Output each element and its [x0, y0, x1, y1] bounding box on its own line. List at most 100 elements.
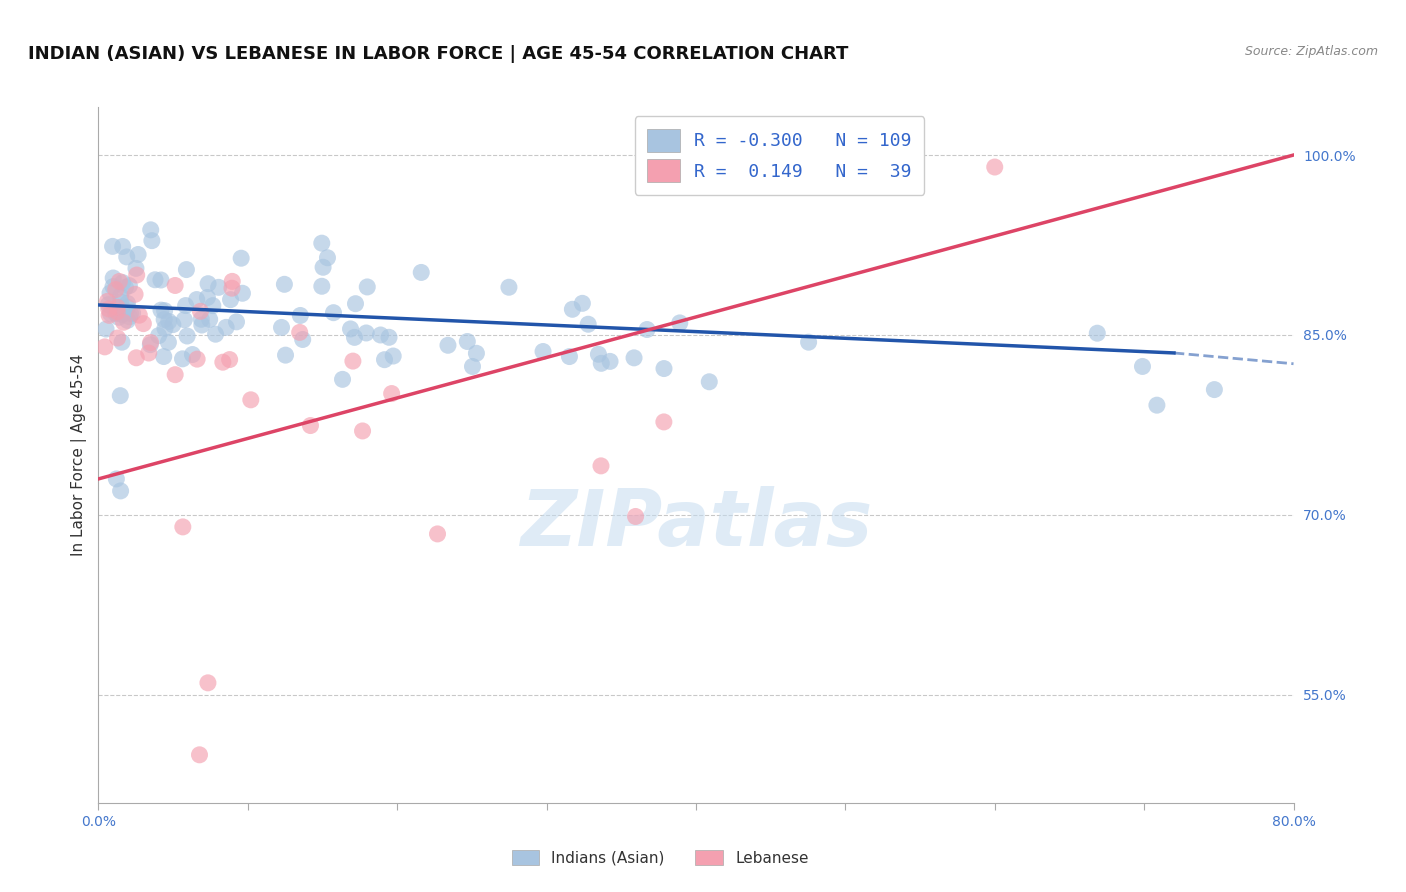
Point — [299, 418, 322, 433]
Point — [94, 322, 117, 336]
Point — [98, 309, 121, 323]
Point — [172, 520, 194, 534]
Point — [162, 318, 184, 332]
Point — [198, 312, 221, 326]
Point — [288, 326, 311, 340]
Point — [148, 328, 170, 343]
Point — [153, 312, 176, 326]
Point — [219, 293, 242, 307]
Point — [111, 335, 134, 350]
Point — [322, 306, 344, 320]
Point — [382, 349, 405, 363]
Point — [125, 261, 148, 276]
Point — [105, 472, 128, 486]
Point — [125, 268, 148, 282]
Point — [112, 315, 135, 329]
Point — [1204, 383, 1226, 397]
Point — [139, 223, 162, 237]
Point — [218, 352, 240, 367]
Point — [588, 347, 610, 361]
Point — [108, 275, 131, 289]
Point — [344, 296, 367, 310]
Text: INDIAN (ASIAN) VS LEBANESE IN LABOR FORCE | AGE 45-54 CORRELATION CHART: INDIAN (ASIAN) VS LEBANESE IN LABOR FORC… — [28, 45, 848, 62]
Point — [105, 301, 128, 315]
Point — [312, 260, 335, 275]
Point — [105, 305, 128, 319]
Point — [191, 318, 214, 332]
Point — [117, 313, 139, 327]
Point — [127, 247, 149, 261]
Point — [124, 287, 146, 301]
Point — [110, 289, 132, 303]
Point — [274, 348, 297, 362]
Point — [153, 303, 176, 318]
Point — [108, 301, 131, 315]
Point — [561, 302, 583, 317]
Y-axis label: In Labor Force | Age 45-54: In Labor Force | Age 45-54 — [72, 354, 87, 556]
Text: ZIPatlas: ZIPatlas — [520, 486, 872, 563]
Point — [118, 278, 141, 293]
Point — [98, 286, 121, 301]
Point — [1146, 398, 1168, 412]
Point — [120, 307, 142, 321]
Point — [101, 279, 124, 293]
Point — [190, 304, 212, 318]
Point — [221, 274, 243, 288]
Point — [239, 392, 262, 407]
Point — [465, 346, 488, 360]
Point — [114, 280, 136, 294]
Point — [797, 335, 820, 350]
Point — [181, 347, 204, 361]
Point — [115, 250, 138, 264]
Point — [197, 277, 219, 291]
Point — [225, 315, 247, 329]
Point — [291, 333, 314, 347]
Point — [576, 317, 599, 331]
Point — [558, 350, 581, 364]
Point — [121, 306, 143, 320]
Point — [370, 328, 392, 343]
Point — [110, 295, 132, 310]
Point — [623, 351, 645, 365]
Point — [231, 251, 253, 265]
Point — [104, 283, 127, 297]
Point — [624, 509, 647, 524]
Point — [110, 389, 132, 403]
Point — [381, 386, 404, 401]
Point — [110, 483, 132, 498]
Point — [165, 278, 187, 293]
Point — [141, 234, 163, 248]
Point — [456, 334, 478, 349]
Point — [204, 327, 226, 342]
Point — [157, 335, 180, 350]
Point — [118, 310, 141, 324]
Point — [101, 239, 124, 253]
Point — [186, 352, 208, 367]
Point — [591, 356, 613, 370]
Point — [668, 316, 690, 330]
Point — [426, 527, 449, 541]
Point — [373, 352, 395, 367]
Point — [153, 321, 176, 335]
Point — [311, 279, 333, 293]
Point — [190, 312, 212, 326]
Point — [157, 314, 180, 328]
Point — [176, 262, 198, 277]
Point — [311, 236, 333, 251]
Point — [117, 296, 139, 310]
Point — [290, 309, 312, 323]
Point — [201, 299, 224, 313]
Point — [103, 271, 125, 285]
Point — [984, 160, 1007, 174]
Point — [437, 338, 460, 352]
Point — [139, 337, 162, 351]
Point — [111, 276, 134, 290]
Point — [149, 273, 172, 287]
Point — [498, 280, 520, 294]
Point — [139, 335, 162, 350]
Point — [378, 330, 401, 344]
Point — [172, 351, 194, 366]
Point — [174, 299, 197, 313]
Point — [343, 330, 366, 344]
Point — [339, 322, 361, 336]
